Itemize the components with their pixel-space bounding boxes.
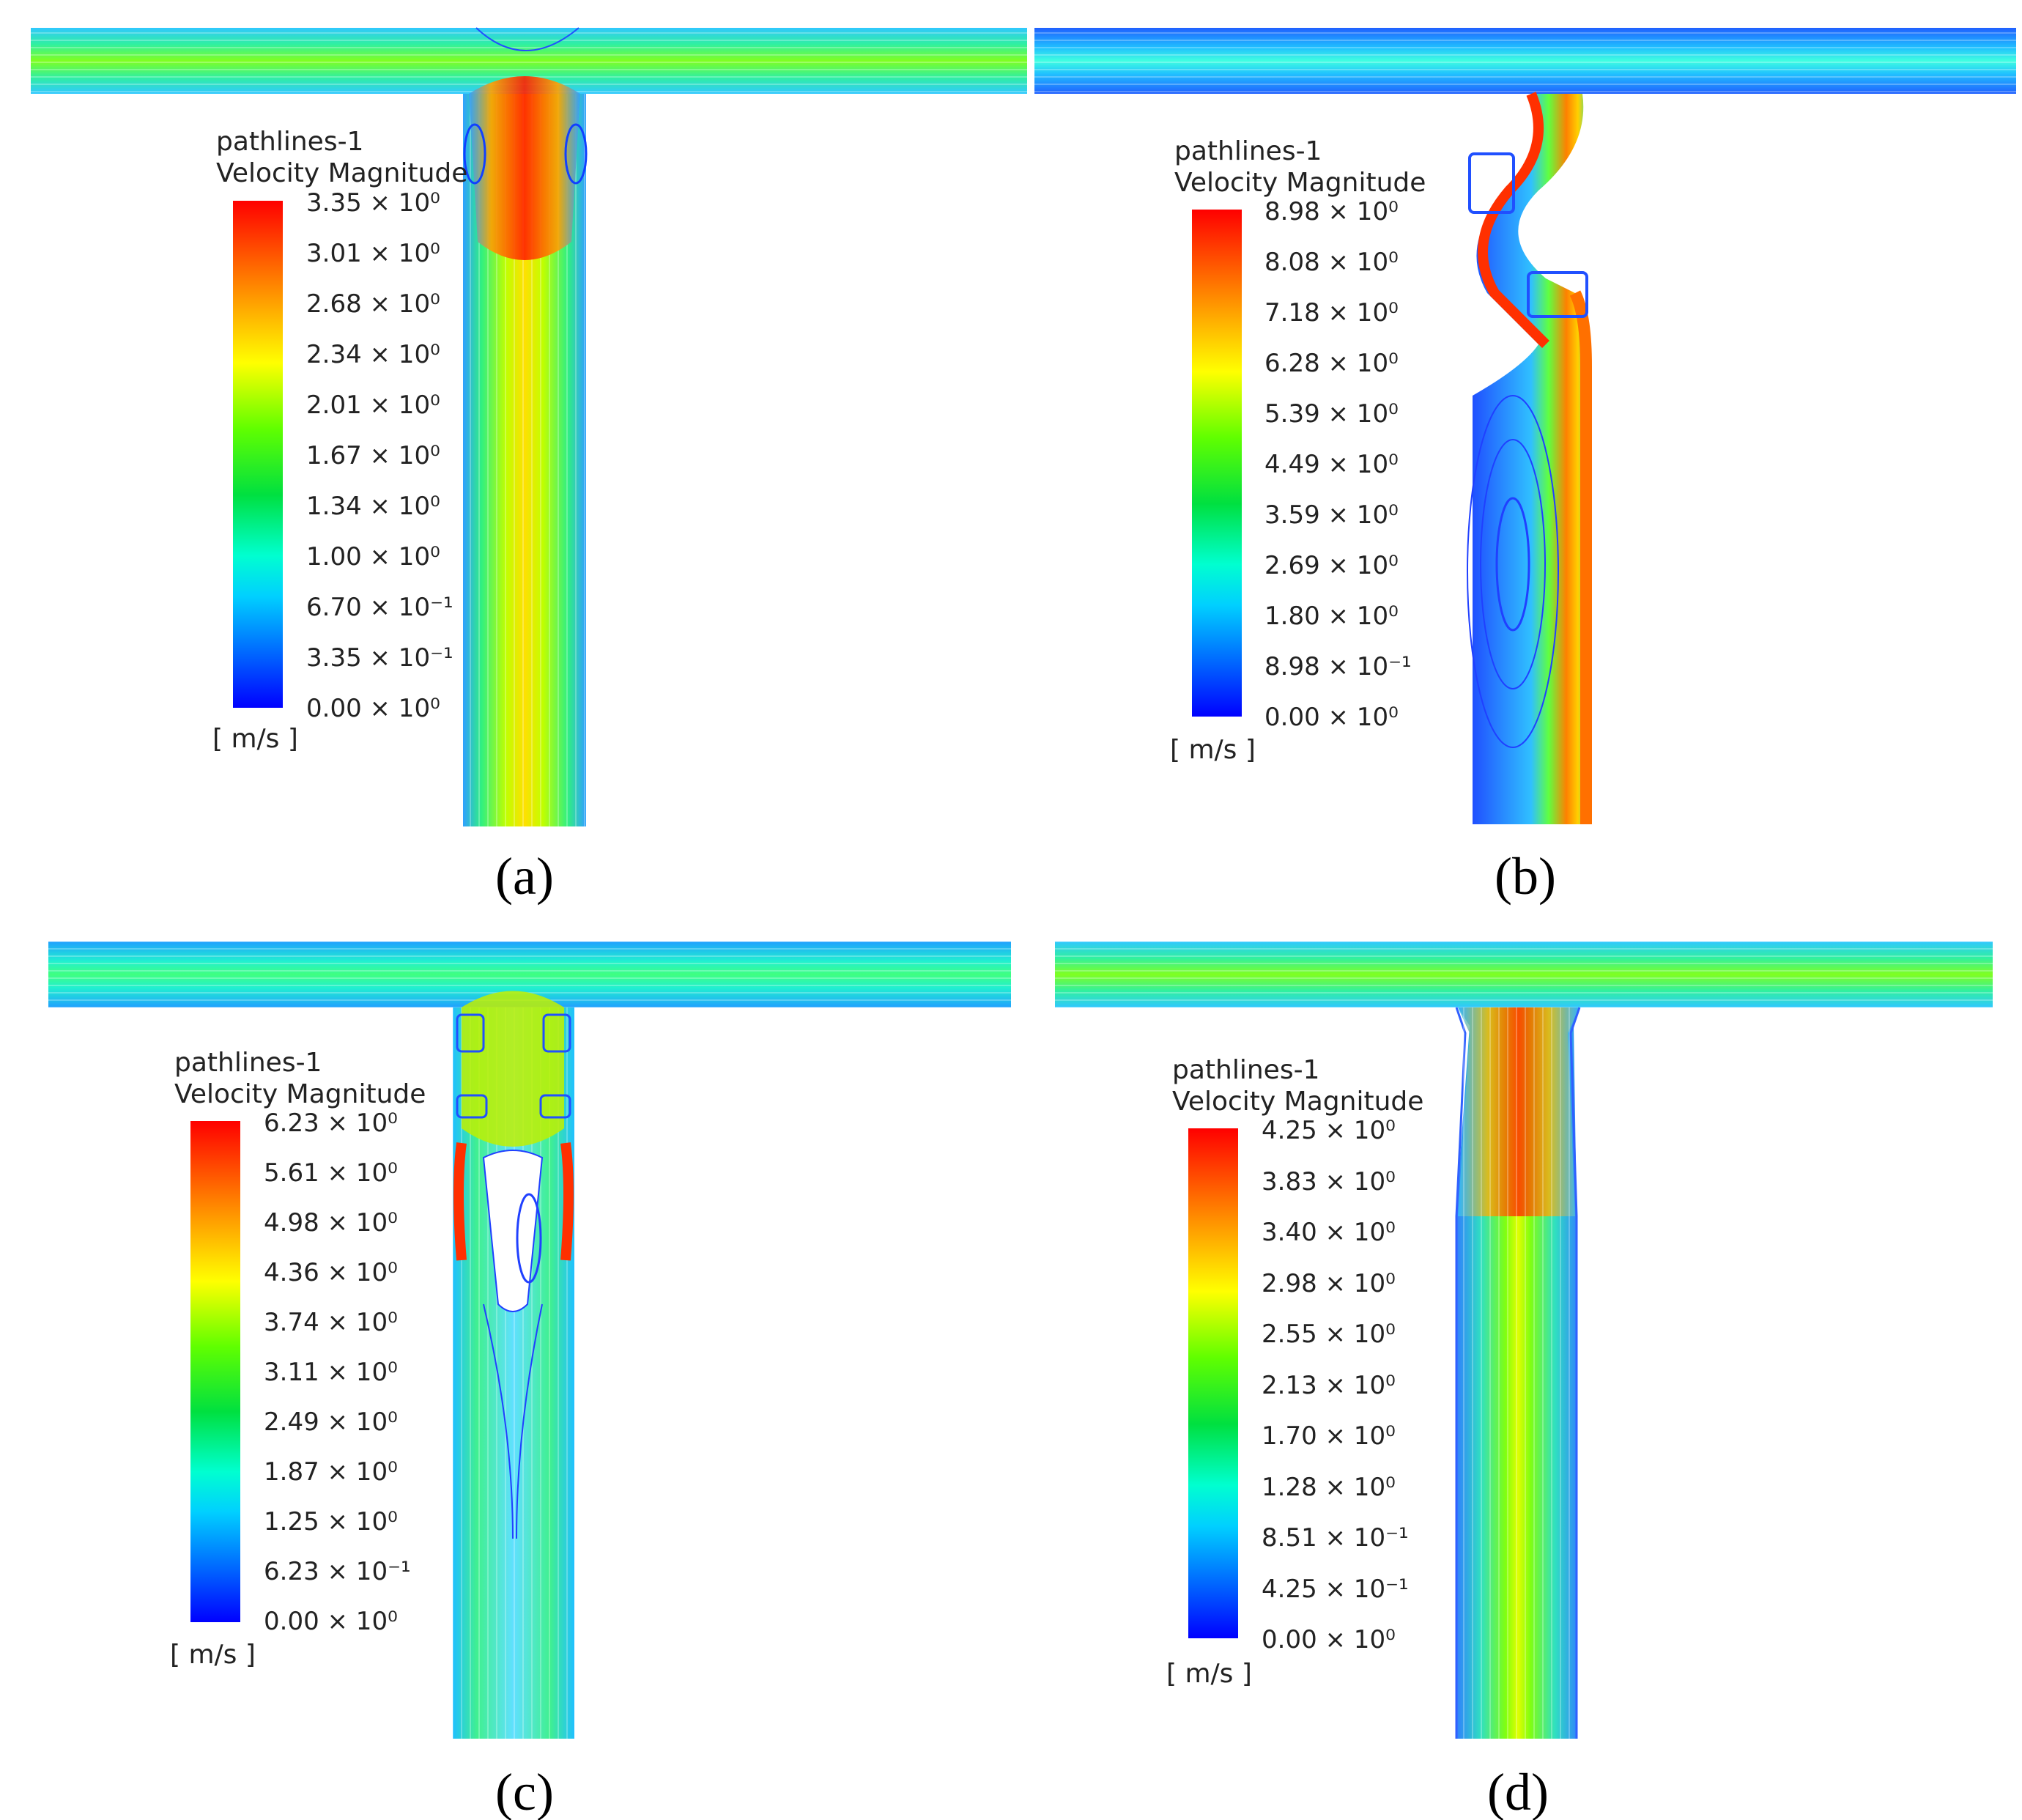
flow-field-a [31, 27, 1027, 826]
tick-label: 0.00 × 10⁰ [306, 694, 440, 723]
color-legend-d: pathlines-1 Velocity Magnitude 4.25 × 10… [1166, 1055, 1423, 1689]
legend-title: pathlines-1 [216, 127, 363, 157]
tick-label: 1.67 × 10⁰ [306, 441, 440, 470]
tick-label: 6.70 × 10⁻¹ [306, 593, 453, 622]
tick-label: 4.49 × 10⁰ [1264, 450, 1399, 479]
tick-label: 7.18 × 10⁰ [1264, 298, 1399, 328]
tick-label: 8.51 × 10⁻¹ [1262, 1523, 1409, 1553]
flow-field-d [1055, 942, 1993, 1739]
unit-label: [ m/s ] [170, 1640, 256, 1670]
tick-label: 3.83 × 10⁰ [1262, 1167, 1396, 1196]
legend-title: pathlines-1 [1174, 136, 1322, 166]
tick-label: 1.80 × 10⁰ [1264, 602, 1399, 631]
tick-label: 1.25 × 10⁰ [264, 1507, 398, 1536]
tick-label: 2.98 × 10⁰ [1262, 1269, 1396, 1298]
panel-a: pathlines-1 Velocity Magnitude 3.35 × 10… [31, 27, 1027, 906]
panel-label-c: (c) [495, 1763, 554, 1820]
tick-label: 6.28 × 10⁰ [1264, 349, 1399, 378]
tick-label: 4.25 × 10⁰ [1262, 1116, 1396, 1145]
tick-label: 3.01 × 10⁰ [306, 239, 440, 268]
tick-label: 1.34 × 10⁰ [306, 492, 440, 521]
tick-label: 8.08 × 10⁰ [1264, 248, 1399, 277]
legend-subtitle: Velocity Magnitude [1174, 168, 1426, 198]
panel-label-d: (d) [1487, 1763, 1549, 1820]
unit-label: [ m/s ] [1166, 1659, 1252, 1689]
tick-label: 1.00 × 10⁰ [306, 542, 440, 571]
tick-label: 2.13 × 10⁰ [1262, 1371, 1396, 1400]
panel-label-b: (b) [1495, 847, 1556, 906]
legend-subtitle: Velocity Magnitude [174, 1079, 426, 1109]
unit-label: [ m/s ] [1170, 735, 1256, 765]
tick-label: 3.74 × 10⁰ [264, 1308, 398, 1337]
tick-label: 3.35 × 10⁰ [306, 188, 440, 218]
tick-label: 1.70 × 10⁰ [1262, 1421, 1396, 1451]
tick-label: 5.61 × 10⁰ [264, 1158, 398, 1188]
tick-label: 8.98 × 10⁻¹ [1264, 652, 1412, 681]
tick-labels-a: 3.35 × 10⁰ 3.01 × 10⁰ 2.68 × 10⁰ 2.34 × … [306, 188, 453, 723]
tick-labels-b: 8.98 × 10⁰ 8.08 × 10⁰ 7.18 × 10⁰ 6.28 × … [1264, 197, 1412, 732]
tick-label: 5.39 × 10⁰ [1264, 399, 1399, 429]
tick-label: 4.36 × 10⁰ [264, 1258, 398, 1287]
panel-d: pathlines-1 Velocity Magnitude 4.25 × 10… [1055, 942, 1993, 1820]
legend-title: pathlines-1 [1172, 1055, 1319, 1085]
legend-subtitle: Velocity Magnitude [216, 158, 467, 188]
tick-label: 3.59 × 10⁰ [1264, 500, 1399, 530]
flow-field-b [1034, 28, 2016, 824]
tick-label: 2.69 × 10⁰ [1264, 551, 1399, 580]
tick-label: 6.23 × 10⁰ [264, 1109, 398, 1138]
tick-label: 1.87 × 10⁰ [264, 1457, 398, 1487]
tick-label: 3.35 × 10⁻¹ [306, 643, 453, 673]
legend-subtitle: Velocity Magnitude [1172, 1087, 1423, 1117]
unit-label: [ m/s ] [212, 724, 298, 754]
tick-label: 2.01 × 10⁰ [306, 391, 440, 420]
tick-label: 0.00 × 10⁰ [264, 1607, 398, 1636]
tick-labels-c: 6.23 × 10⁰ 5.61 × 10⁰ 4.98 × 10⁰ 4.36 × … [264, 1109, 411, 1636]
panel-c: pathlines-1 Velocity Magnitude 6.23 × 10… [48, 942, 1011, 1820]
tick-label: 3.40 × 10⁰ [1262, 1218, 1396, 1247]
tick-label: 2.55 × 10⁰ [1262, 1320, 1396, 1349]
color-bar [1192, 210, 1242, 717]
tick-label: 2.49 × 10⁰ [264, 1407, 398, 1437]
tick-label: 4.25 × 10⁻¹ [1262, 1575, 1409, 1604]
color-legend-b: pathlines-1 Velocity Magnitude 8.98 × 10… [1170, 136, 1426, 765]
tick-label: 3.11 × 10⁰ [264, 1358, 398, 1387]
flow-field-c [48, 942, 1011, 1739]
legend-title: pathlines-1 [174, 1048, 322, 1078]
color-legend-a: pathlines-1 Velocity Magnitude 3.35 × 10… [212, 127, 467, 754]
panel-b: pathlines-1 Velocity Magnitude 8.98 × 10… [1034, 28, 2016, 906]
color-bar [190, 1121, 240, 1622]
tick-label: 0.00 × 10⁰ [1264, 703, 1399, 732]
tick-label: 2.34 × 10⁰ [306, 340, 440, 369]
tick-label: 4.98 × 10⁰ [264, 1208, 398, 1238]
tick-label: 1.28 × 10⁰ [1262, 1473, 1396, 1502]
tick-label: 0.00 × 10⁰ [1262, 1625, 1396, 1654]
panel-label-a: (a) [495, 847, 554, 906]
tick-label: 6.23 × 10⁻¹ [264, 1557, 411, 1586]
tick-labels-d: 4.25 × 10⁰ 3.83 × 10⁰ 3.40 × 10⁰ 2.98 × … [1262, 1116, 1409, 1654]
tick-label: 2.68 × 10⁰ [306, 289, 440, 319]
color-bar [233, 201, 283, 708]
color-bar [1188, 1128, 1238, 1638]
tick-label: 8.98 × 10⁰ [1264, 197, 1399, 226]
color-legend-c: pathlines-1 Velocity Magnitude 6.23 × 10… [170, 1048, 426, 1670]
